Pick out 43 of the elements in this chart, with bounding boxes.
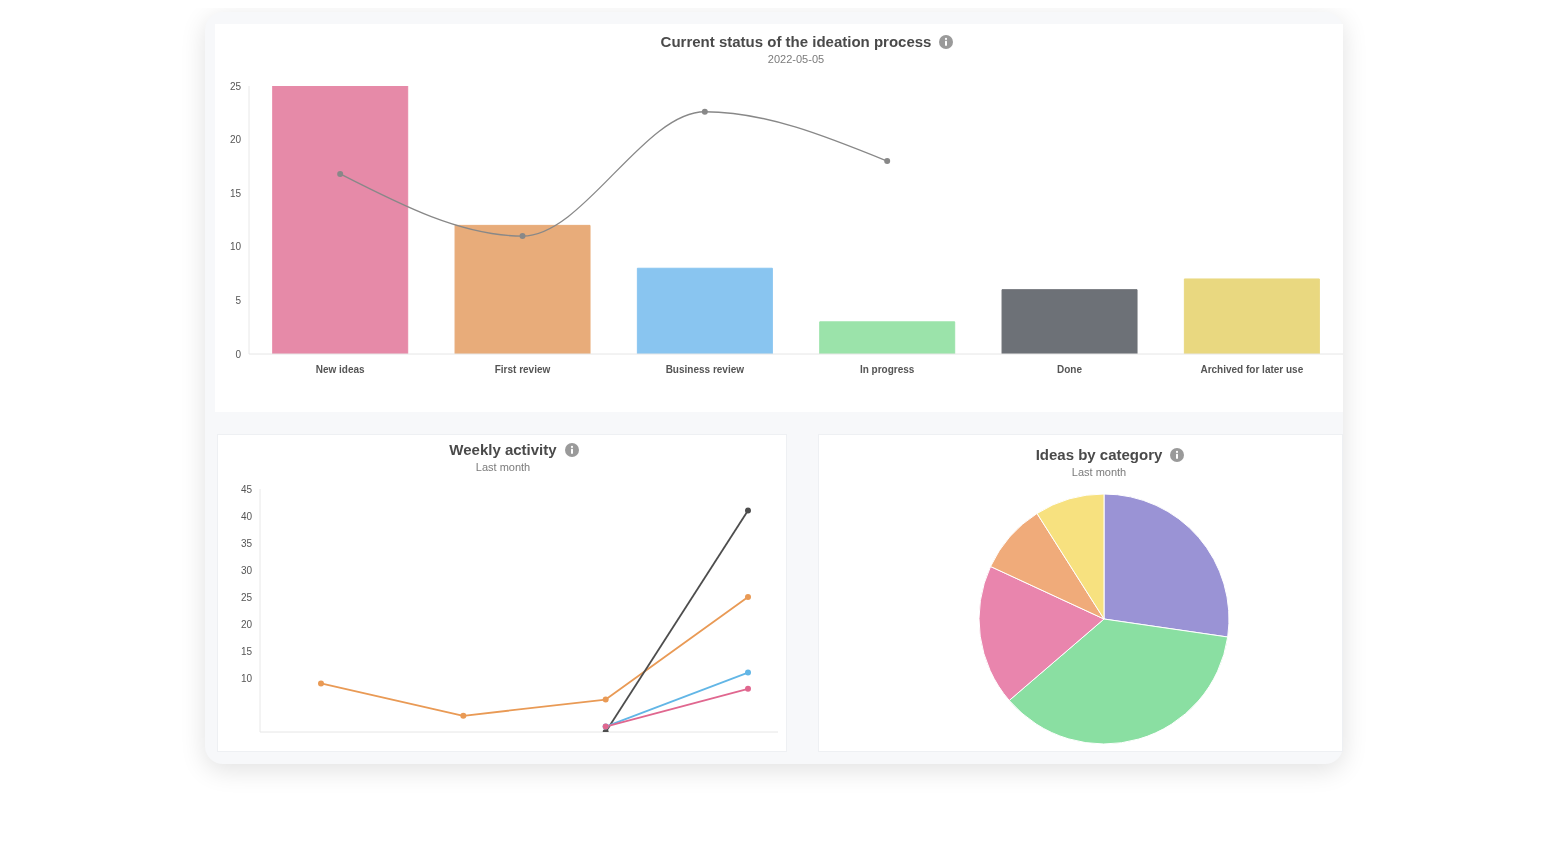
x-tick-label: Done	[1057, 364, 1083, 376]
x-tick-label: First review	[494, 364, 551, 376]
bar	[454, 224, 591, 354]
y-tick-label: 40	[240, 510, 253, 522]
point	[745, 669, 751, 676]
point	[519, 233, 526, 240]
y-tick-label: 35	[240, 537, 253, 549]
chart-title: Weekly activity	[449, 441, 557, 458]
point	[602, 696, 609, 703]
x-tick-label: Business review	[665, 364, 745, 376]
chart-title: Ideas by category	[1035, 446, 1163, 463]
point	[337, 170, 344, 177]
y-tick-label: 15	[240, 645, 253, 657]
bar	[1001, 289, 1138, 354]
y-tick-label: 45	[240, 483, 253, 495]
y-tick-label: 25	[229, 80, 242, 92]
point	[318, 680, 324, 687]
point	[701, 108, 708, 115]
bar	[636, 267, 773, 354]
chart-subtitle: Last month	[1071, 466, 1127, 478]
x-tick-label: New ideas	[315, 364, 366, 376]
y-tick-label: 25	[240, 591, 253, 603]
y-tick-label: 5	[235, 294, 242, 306]
x-tick-label: Archived for later use	[1200, 364, 1304, 376]
y-tick-label: 15	[229, 187, 242, 199]
point	[745, 685, 751, 692]
y-tick-label: 0	[235, 348, 242, 360]
x-tick-label: In progress	[859, 364, 915, 376]
y-tick-label: 10	[240, 672, 253, 684]
chart-title: Current status of the ideation process	[660, 33, 932, 50]
bar	[819, 321, 956, 354]
point	[745, 594, 751, 600]
y-tick-label: 10	[229, 241, 242, 253]
point	[460, 712, 467, 719]
y-tick-label: 20	[229, 134, 242, 146]
chart-subtitle: 2022-05-05	[767, 53, 825, 65]
point	[884, 158, 891, 165]
bar	[1183, 278, 1320, 354]
bar	[272, 86, 409, 354]
y-tick-label: 20	[240, 618, 253, 630]
chart-subtitle: Last month	[475, 461, 531, 473]
point	[745, 507, 751, 514]
y-tick-label: 30	[240, 564, 253, 576]
